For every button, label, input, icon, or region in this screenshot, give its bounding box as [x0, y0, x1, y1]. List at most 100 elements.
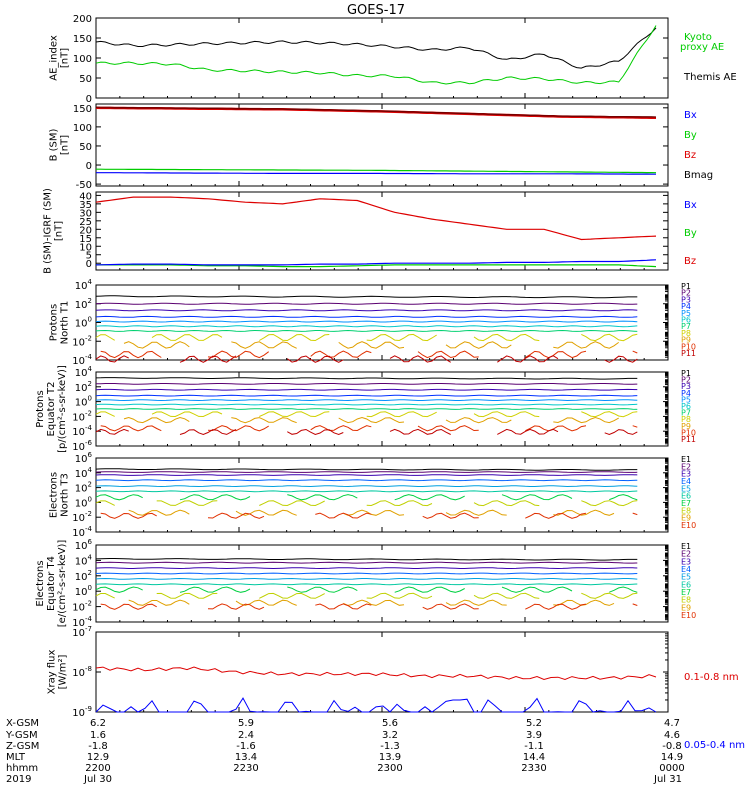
p_north-ytick-label: 10-2 [72, 334, 92, 348]
p_north-legend-p7: P7 [681, 322, 691, 331]
e_north-legend-e1: E1 [681, 455, 691, 464]
e_eq-series-e3 [95, 567, 638, 570]
p_eq-series-p10 [632, 425, 638, 428]
p_north-ytick-label: 104 [75, 278, 93, 292]
b-series-bmag-overlay [95, 106, 657, 118]
p_eq-ylabel: Protons Equator T2 [p/(cm²-s-sr-keV)] [35, 365, 68, 453]
orbit-row-label: MLT [6, 752, 26, 763]
b-ytick-label: 100 [73, 123, 92, 134]
p_north-legend-p4: P4 [681, 302, 691, 311]
p_north-series-p4 [95, 315, 638, 318]
orbit-cell: -0.8 [662, 741, 682, 752]
p_north-series-p9 [123, 341, 190, 349]
p_eq-series-p9 [445, 417, 512, 424]
bigrf-ytick-label: 10 [79, 242, 92, 253]
p_north-series-p10 [417, 350, 479, 359]
p_north-series-p8 [151, 334, 223, 341]
bigrf-series-bz [95, 196, 657, 241]
orbit-cell: 0000 [659, 763, 684, 774]
e_north-legend-e10: E10 [681, 521, 696, 530]
e_north-series-e10 [315, 512, 372, 519]
p_eq-series-p8 [259, 411, 330, 418]
e_eq-ytick-label: 100 [75, 584, 92, 598]
p_north-series-p1 [95, 295, 638, 299]
p_north-series-p11 [95, 355, 129, 363]
p_north-legend-p5: P5 [681, 309, 691, 318]
e_north-ylabel-line: North T3 [60, 473, 71, 517]
e_north-legend-e7: E7 [681, 499, 691, 508]
e_north-legend-e2: E2 [681, 462, 691, 471]
e_eq-legend-e10: E10 [681, 611, 696, 620]
orbit-cell: Jul 30 [83, 774, 112, 785]
orbit-cell: 2330 [521, 763, 546, 774]
e_north-series-e8 [366, 500, 433, 507]
p_eq-ytick-label: 102 [75, 380, 92, 394]
orbit-cell: Jul 31 [653, 774, 682, 785]
orbit-cell: -1.6 [236, 741, 256, 752]
e_eq-series-e10 [422, 603, 479, 610]
p_eq-series-p8 [473, 411, 540, 418]
b-series-by [96, 168, 657, 174]
p_north-series-p2 [95, 302, 638, 305]
orbit-cell: 5.9 [238, 718, 254, 729]
e_eq-series-e9 [235, 599, 297, 606]
e_north-series-e8 [473, 500, 540, 507]
orbit-cell: -1.1 [524, 741, 544, 752]
p_eq-legend-p8: P8 [681, 415, 691, 424]
p_north-ylabel-line: North T1 [60, 301, 71, 345]
p_north-series-p10 [207, 350, 269, 359]
e_eq-series-e10 [100, 603, 157, 610]
p_eq-series-p1 [95, 377, 638, 380]
p_eq-legend-p1: P1 [681, 369, 691, 378]
orbit-row-label: Y-GSM [5, 730, 38, 741]
e_eq-series-e8 [259, 592, 325, 599]
p_north-series-p8 [259, 333, 330, 342]
orbit-cell: 6.2 [90, 718, 106, 729]
p_eq-ytick-label: 10-2 [72, 409, 92, 423]
ae-legend-kyoto: Kyoto [684, 32, 712, 43]
e_north-series-e7 [287, 494, 358, 501]
p_eq-series-p9 [231, 417, 297, 424]
p_north-series-p11 [389, 355, 451, 363]
e_eq-series-e9 [128, 599, 190, 606]
bigrf-series-bx [95, 259, 657, 266]
e_north-series-e9 [128, 509, 190, 516]
orbit-cell: 5.6 [382, 718, 398, 729]
e_eq-ytick-label: 102 [75, 569, 92, 583]
e_north-series-e10 [632, 512, 638, 516]
p_north-series-p8 [581, 333, 638, 342]
ae-legend-themis: Themis AE [683, 72, 737, 83]
e_north-legend-e8: E8 [681, 506, 691, 515]
e_north-legend-e3: E3 [681, 470, 691, 479]
p_north-series-p8 [366, 333, 437, 342]
e_eq-ylabel-line: Electrons [35, 560, 46, 606]
e_eq-series-e8 [95, 593, 115, 599]
e_eq-series-e7 [609, 586, 638, 593]
p_north-ytick-label: 102 [75, 297, 92, 311]
xray-frame [95, 631, 669, 713]
e_eq-series-e7 [501, 586, 573, 593]
p_eq-ylabel-line: [p/(cm²-s-sr-keV)] [57, 365, 68, 453]
e_eq-legend-e3: E3 [681, 557, 691, 566]
bigrf-frame [95, 191, 669, 271]
p_north-ylabel-line: Protons [49, 304, 60, 341]
xray-ytick-label: 10-7 [72, 625, 92, 639]
orbit-cell: 1.6 [90, 730, 106, 741]
e_north-series-e8 [259, 500, 325, 507]
bigrf-ytick-label: 20 [79, 225, 92, 236]
e_north-series-e7 [394, 494, 465, 501]
xray-ytick-label: 10-9 [72, 705, 92, 719]
xray-ytick-label: 10-8 [72, 665, 92, 679]
e_eq-legend-e9: E9 [681, 603, 691, 612]
p_north-ylabel: Protons North T1 [49, 301, 71, 345]
p_north-series-p11 [604, 355, 638, 363]
orbit-row-label: hhmm [6, 763, 38, 774]
p_north-legend-p3: P3 [681, 295, 691, 304]
p_eq-legend-p3: P3 [681, 382, 691, 391]
e_eq-series-e1 [95, 558, 638, 561]
p_north-series-p9 [445, 341, 512, 349]
bigrf-ytick-label: 0 [86, 259, 92, 270]
e_eq-series-e8 [366, 592, 433, 599]
orbit-cell: 13.4 [235, 752, 257, 763]
